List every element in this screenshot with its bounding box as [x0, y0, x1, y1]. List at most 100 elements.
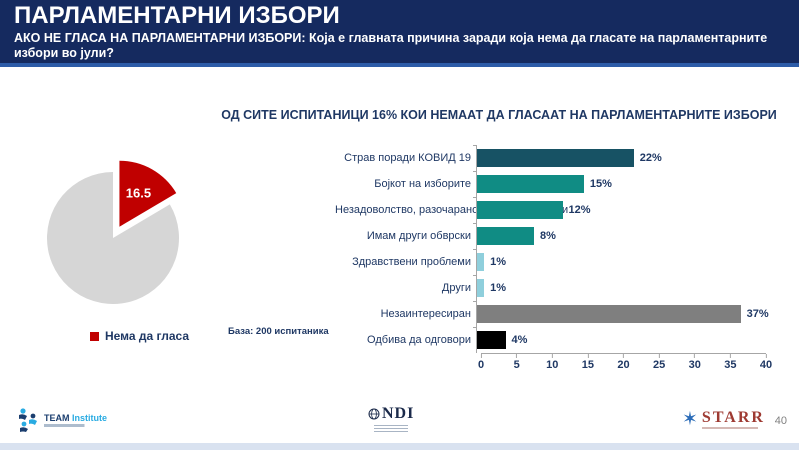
x-axis-tick: 25 [653, 354, 665, 371]
tick-mark [623, 354, 624, 358]
page-number: 40 [774, 415, 787, 427]
bar-fill [477, 149, 634, 167]
footer: TEAM Institute NDI ✶ STARR [0, 403, 799, 443]
bar-value-label: 12% [568, 204, 591, 216]
bar-value-label: 15% [589, 178, 612, 190]
sample-base-note: База: 200 испитаника [228, 326, 329, 337]
bar-row: Незаинтересиран 37% [335, 301, 795, 327]
team-name-bold: TEAM [44, 413, 70, 423]
bar-fill [477, 201, 563, 219]
starr-star-icon: ✶ [682, 408, 698, 430]
bar-track: 4% [473, 327, 790, 353]
header-subtitle: АКО НЕ ГЛАСА НА ПАРЛАМЕНТАРНИ ИЗБОРИ: Ко… [14, 31, 768, 60]
bar-value-label: 1% [490, 282, 507, 294]
tick-label: 10 [546, 359, 559, 371]
tick-label: 0 [477, 359, 485, 371]
x-axis-tick: 5 [514, 354, 520, 371]
bar-fill [477, 253, 485, 271]
team-name-light: Institute [72, 413, 108, 423]
tick-mark [516, 354, 518, 358]
x-axis-tick: 15 [582, 354, 594, 371]
legend-label: Нема да гласа [105, 329, 190, 343]
tick-label: 15 [581, 359, 594, 371]
team-tagline-placeholder [44, 424, 102, 427]
bar-category-label: Страв поради КОВИД 19 [344, 152, 471, 164]
ndi-logo: NDI [368, 405, 414, 433]
tick-mark [587, 354, 589, 358]
bar-category-label: Одбива да одговори [367, 334, 471, 346]
x-axis-tick: 30 [689, 354, 701, 371]
bar-track: 1% [473, 275, 790, 301]
x-axis-tick: 20 [617, 354, 630, 371]
starr-logo: ✶ STARR [682, 409, 765, 429]
ndi-text: NDI [382, 405, 415, 422]
pie-chart-block: 16.5 Нема да гласа [35, 150, 235, 343]
page-title: ПАРЛАМЕНТАРНИ ИЗБОРИ [14, 2, 340, 29]
tick-label: 35 [724, 359, 737, 371]
tick-label: 40 [759, 359, 773, 371]
bar-track: 12% [473, 197, 790, 223]
bar-row: Имам други обврски 8% [335, 223, 795, 249]
bar-row: Незадоволство, разочараност од сите парт… [335, 197, 795, 223]
tick-mark [694, 354, 696, 358]
bar-value-label: 37% [746, 308, 769, 320]
bottom-accent-strip [0, 443, 799, 450]
tick-label: 5 [513, 359, 520, 371]
legend-swatch [90, 331, 99, 341]
bar-fill [477, 305, 741, 323]
chart-section-title: ОД СИТЕ ИСПИТАНИЦИ 16% КОИ НЕМААТ ДА ГЛА… [221, 108, 777, 122]
bar-fill [477, 279, 485, 297]
bar-track: 8% [473, 223, 790, 249]
bar-rows: Страв поради КОВИД 19 22% Бојкот на избори… [335, 145, 795, 353]
bar-value-label: 1% [490, 256, 507, 268]
bar-value-label: 22% [639, 152, 662, 164]
bar-category-label: Незаинтересиран [380, 308, 471, 320]
bar-row: Бојкот на изборите 15% [335, 171, 795, 197]
bar-value-label: 8% [540, 230, 556, 242]
tick-mark [551, 354, 553, 358]
bar-value-label: 4% [511, 334, 528, 346]
bar-row: Здравствени проблеми 1% [335, 249, 795, 275]
bar-fill [477, 331, 506, 349]
bar-row: Одбива да одговори 4% [335, 327, 795, 353]
bar-track: 1% [473, 249, 790, 275]
bar-fill [477, 175, 584, 193]
pie-data-label: 16.5 [126, 185, 151, 200]
bar-category-label: Бојкот на изборите [374, 178, 471, 190]
x-axis-tick: 40 [760, 354, 772, 371]
x-axis-tick: 0 [478, 354, 484, 371]
team-institute-text: TEAM Institute [44, 413, 107, 427]
bar-category-label: Имам други обврски [366, 230, 471, 242]
tick-mark [765, 354, 767, 358]
bar-row: Други 1% [335, 275, 795, 301]
ndi-globe-icon [368, 408, 380, 420]
pie-legend: Нема да гласа [90, 329, 235, 343]
starr-caption-placeholder [701, 427, 764, 429]
tick-mark [729, 354, 731, 358]
bar-track: 15% [473, 171, 790, 197]
x-axis: 0 5 10 15 20 25 30 35 40 [478, 353, 772, 371]
bar-category-label: Здравствени проблеми [352, 256, 471, 268]
pie-slice [119, 160, 177, 227]
bar-row: Страв поради КОВИД 19 22% [335, 145, 795, 171]
tick-label: 30 [688, 359, 701, 371]
team-figures-icon [19, 408, 37, 432]
bar-fill [477, 227, 534, 245]
tick-label: 20 [617, 359, 630, 371]
bar-track: 22% [473, 145, 790, 171]
x-axis-tick: 35 [724, 354, 737, 371]
tick-label: 25 [653, 359, 666, 371]
header: ПАРЛАМЕНТАРНИ ИЗБОРИ АКО НЕ ГЛАСА НА ПАР… [0, 0, 799, 63]
tick-mark [480, 354, 482, 358]
ndi-caption-placeholder [374, 425, 409, 433]
pie-chart: 16.5 [47, 160, 180, 304]
header-accent-strip [0, 63, 799, 67]
x-axis-tick: 10 [546, 354, 558, 371]
bar-category-label: Незадоволство, разочараност од сите парт… [335, 204, 569, 216]
pie-slice [47, 172, 180, 304]
starr-text: STARR [701, 409, 765, 426]
team-institute-logo: TEAM Institute [15, 407, 107, 433]
tick-mark [658, 354, 660, 358]
bar-chart: Страв поради КОВИД 19 22% Бојкот на избори… [335, 145, 795, 371]
